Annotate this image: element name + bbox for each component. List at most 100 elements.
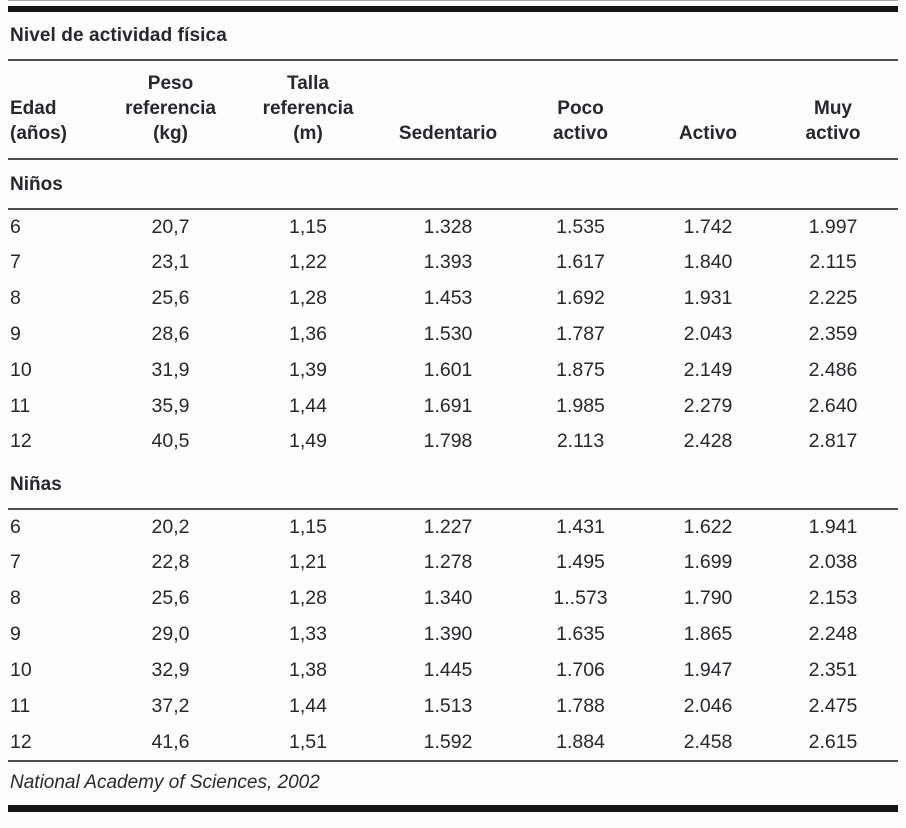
value-cell: 1.875: [556, 358, 605, 381]
table-row: 12 41,6 1,51 1.592 1.884 2.458 2.615: [8, 725, 898, 761]
age-cell: 8: [10, 587, 21, 610]
value-cell: 1.340: [423, 587, 473, 610]
value-cell: 2.359: [808, 322, 858, 345]
value-cell: 1.495: [556, 551, 605, 574]
column-header-edad: Edad (años): [8, 61, 108, 161]
top-thick-rule: [8, 6, 898, 12]
age-cell: 9: [10, 322, 21, 345]
value-cell: 20,7: [151, 215, 190, 238]
section-label: Niñas: [8, 460, 898, 510]
value-cell: 2.817: [808, 430, 858, 453]
value-cell: 2.113: [556, 430, 605, 453]
column-header-activo: Activo: [648, 61, 768, 161]
value-cell: 22,8: [151, 551, 190, 574]
value-cell: 1.513: [423, 694, 473, 717]
value-cell: 1.393: [423, 251, 473, 274]
value-cell: 2.225: [808, 287, 858, 310]
value-cell: 1.227: [423, 515, 473, 538]
value-cell: 35,9: [151, 394, 190, 417]
value-cell: 1.947: [683, 658, 733, 681]
value-cell: 1.431: [556, 515, 605, 538]
value-cell: 2.043: [683, 322, 733, 345]
value-cell: 1.592: [423, 730, 473, 753]
value-cell: 1.390: [423, 623, 473, 646]
value-cell: 25,6: [151, 287, 190, 310]
value-cell: 1,28: [289, 587, 327, 610]
value-cell: 28,6: [151, 322, 190, 345]
table-row: 12 40,5 1,49 1.798 2.113 2.428 2.817: [8, 424, 898, 460]
section-label: Niños: [8, 159, 898, 210]
value-cell: 1.840: [683, 251, 733, 274]
value-cell: 41,6: [151, 730, 190, 753]
value-cell: 1.699: [683, 551, 733, 574]
value-cell: 1.328: [423, 215, 473, 238]
value-cell: 1.601: [423, 358, 473, 381]
value-cell: 1.742: [683, 215, 733, 238]
value-cell: 1.798: [423, 430, 473, 453]
age-cell: 9: [10, 623, 21, 646]
value-cell: 1.635: [556, 623, 605, 646]
bottom-thick-rule: [8, 805, 898, 813]
value-cell: 1.617: [556, 251, 605, 274]
column-header-peso: Peso referencia (kg): [108, 61, 233, 161]
value-cell: 1,21: [289, 551, 327, 574]
value-cell: 2.351: [808, 658, 858, 681]
value-cell: 25,6: [151, 587, 190, 610]
value-cell: 1,39: [289, 358, 327, 381]
table-body: Niños 6 20,7 1,15 1.328 1.535 1.742 1.997 7 23,1 1…: [8, 159, 898, 760]
value-cell: 1.691: [423, 394, 473, 417]
value-cell: 1,51: [289, 730, 327, 753]
column-header-muy-activo: Muy activo: [768, 61, 898, 161]
value-cell: 1.985: [556, 394, 605, 417]
table-title: Nivel de actividad física: [8, 12, 898, 61]
value-cell: 1.278: [423, 551, 473, 574]
value-cell: 1.931: [683, 287, 733, 310]
column-header-poco-activo: Poco activo: [513, 61, 648, 161]
value-cell: 1,44: [289, 394, 327, 417]
table-row: 8 25,6 1,28 1.340 1..573 1.790 2.153: [8, 581, 898, 617]
value-cell: 1,38: [289, 658, 327, 681]
top-hairline-rule: [8, 0, 898, 1]
value-cell: 1.706: [556, 658, 605, 681]
value-cell: 2.153: [808, 587, 858, 610]
age-cell: 10: [10, 658, 32, 681]
age-cell: 7: [10, 251, 21, 274]
table-row: 9 28,6 1,36 1.530 1.787 2.043 2.359: [8, 317, 898, 353]
value-cell: 2.640: [808, 394, 858, 417]
value-cell: 1.788: [556, 694, 605, 717]
value-cell: 1,36: [289, 322, 327, 345]
section-header-row: Niñas: [8, 460, 898, 510]
value-cell: 1,28: [289, 287, 327, 310]
value-cell: 1,49: [289, 430, 327, 453]
value-cell: 1..573: [553, 587, 608, 610]
age-cell: 6: [10, 515, 21, 538]
table-row: 6 20,7 1,15 1.328 1.535 1.742 1.997: [8, 209, 898, 246]
value-cell: 37,2: [151, 694, 190, 717]
table-row: 6 20,2 1,15 1.227 1.431 1.622 1.941: [8, 509, 898, 546]
value-cell: 1.622: [683, 515, 733, 538]
table-header: Edad (años) Peso referencia (kg) Talla r…: [8, 61, 898, 161]
value-cell: 2.046: [683, 694, 733, 717]
age-cell: 11: [10, 394, 31, 417]
value-cell: 31,9: [151, 358, 190, 381]
age-cell: 10: [10, 358, 32, 381]
value-cell: 1,15: [289, 515, 327, 538]
value-cell: 1,22: [289, 251, 327, 274]
age-cell: 11: [10, 694, 31, 717]
value-cell: 2.149: [683, 358, 733, 381]
section-header-row: Niños: [8, 159, 898, 210]
value-cell: 1.692: [556, 287, 605, 310]
value-cell: 29,0: [151, 623, 190, 646]
value-cell: 1.884: [556, 730, 605, 753]
activity-level-table: Edad (años) Peso referencia (kg) Talla r…: [8, 61, 898, 760]
value-cell: 1,15: [289, 215, 327, 238]
age-cell: 12: [10, 730, 32, 753]
value-cell: 2.428: [683, 430, 733, 453]
value-cell: 23,1: [151, 251, 190, 274]
value-cell: 1.865: [683, 623, 733, 646]
source-citation: National Academy of Sciences, 2002: [8, 760, 898, 805]
value-cell: 1.790: [683, 587, 733, 610]
value-cell: 1.530: [423, 322, 473, 345]
value-cell: 1.535: [556, 215, 605, 238]
